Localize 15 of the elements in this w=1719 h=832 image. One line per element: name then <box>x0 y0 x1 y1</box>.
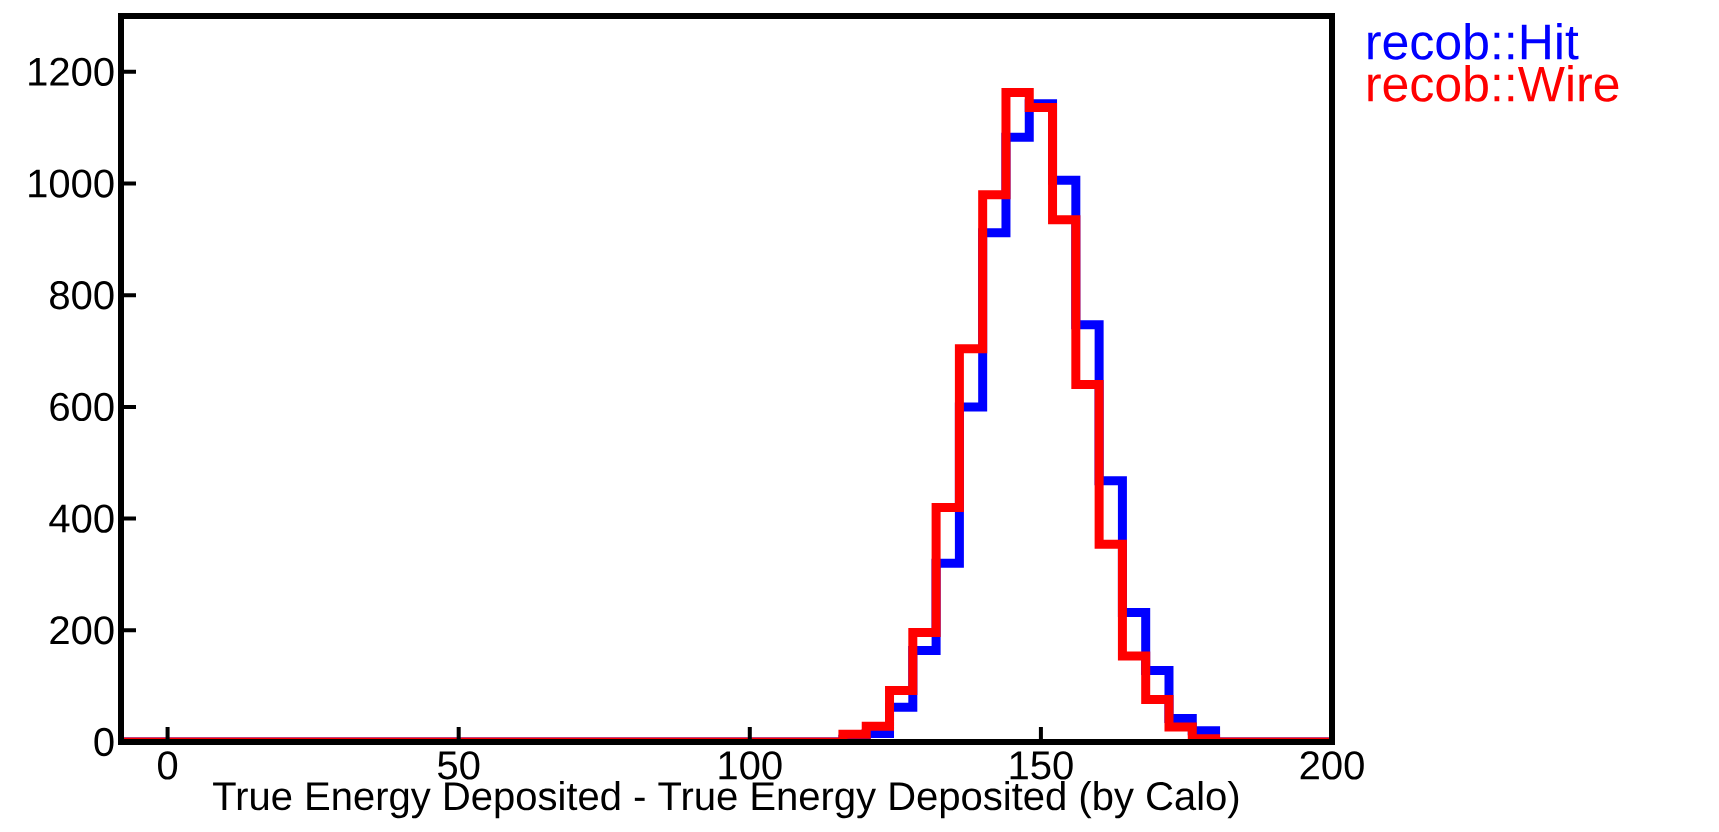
x-tick-label: 50 <box>438 751 480 780</box>
x-axis-title: True Energy Deposited - True Energy Deposited (by Calo) <box>213 780 1239 819</box>
y-tick-label: 1000 <box>29 169 114 198</box>
y-tick-label: 1200 <box>29 57 114 86</box>
text: recob::Hit <box>1368 22 1579 60</box>
y-tick-label: 200 <box>50 616 114 645</box>
x-tick-label: 0 <box>158 751 178 780</box>
y-tick-label: 600 <box>50 392 114 422</box>
text: recob::Wire <box>1368 65 1619 102</box>
y-tick-label: 400 <box>49 504 114 533</box>
y-tick-label: 0 <box>94 727 114 757</box>
x-tick-label: 150 <box>1010 751 1073 780</box>
y-tick-label: 800 <box>50 281 114 310</box>
x-tick-label: 100 <box>719 751 782 780</box>
x-tick-label: 200 <box>1300 751 1364 780</box>
